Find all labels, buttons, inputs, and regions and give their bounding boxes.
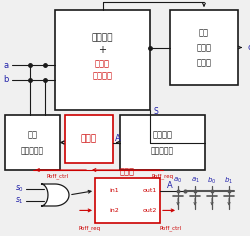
Bar [120, 115, 205, 170]
Text: $a_1$: $a_1$ [190, 176, 200, 185]
Text: 調停器: 調停器 [81, 135, 97, 143]
Text: 状態記憶: 状態記憶 [92, 72, 112, 80]
Text: out2: out2 [142, 208, 157, 213]
Text: リセット部: リセット部 [21, 146, 44, 155]
Text: $s_0$: $s_0$ [15, 184, 24, 194]
Text: S: S [153, 106, 158, 115]
Text: Poff_req: Poff_req [152, 173, 174, 179]
Text: 検出部: 検出部 [196, 58, 212, 67]
Text: Poff_req: Poff_req [79, 225, 101, 231]
Text: 状態遷移: 状態遷移 [152, 130, 172, 139]
Text: a: a [3, 60, 8, 69]
Text: 出力: 出力 [199, 28, 209, 37]
Text: 不撮発: 不撮発 [95, 59, 110, 68]
Bar [5, 115, 60, 170]
Text: $b_1$: $b_1$ [224, 176, 234, 186]
Text: A: A [167, 181, 173, 190]
Text: ロジック: ロジック [92, 34, 113, 42]
Text: $s_1$: $s_1$ [15, 196, 24, 206]
Text: c: c [247, 43, 250, 52]
Text: $a_0$: $a_0$ [174, 176, 182, 185]
Bar [95, 178, 160, 223]
Text: b: b [3, 76, 8, 84]
Text: in2: in2 [109, 208, 119, 213]
Polygon shape [41, 184, 69, 206]
Text: 調停器: 調停器 [120, 168, 135, 177]
Text: in1: in1 [109, 188, 119, 193]
Bar [55, 10, 150, 110]
Text: Poff_ctrl: Poff_ctrl [159, 225, 181, 231]
Text: $b_0$: $b_0$ [207, 176, 217, 186]
Bar [170, 10, 238, 85]
Text: out1: out1 [143, 188, 157, 193]
Text: 完了検出部: 完了検出部 [151, 146, 174, 155]
Text: 入力: 入力 [28, 130, 38, 139]
Text: クリア: クリア [196, 43, 212, 52]
Text: Poff_ctrl: Poff_ctrl [46, 173, 68, 179]
Text: +: + [98, 45, 106, 55]
Text: A: A [115, 134, 121, 143]
Bar [65, 115, 113, 163]
